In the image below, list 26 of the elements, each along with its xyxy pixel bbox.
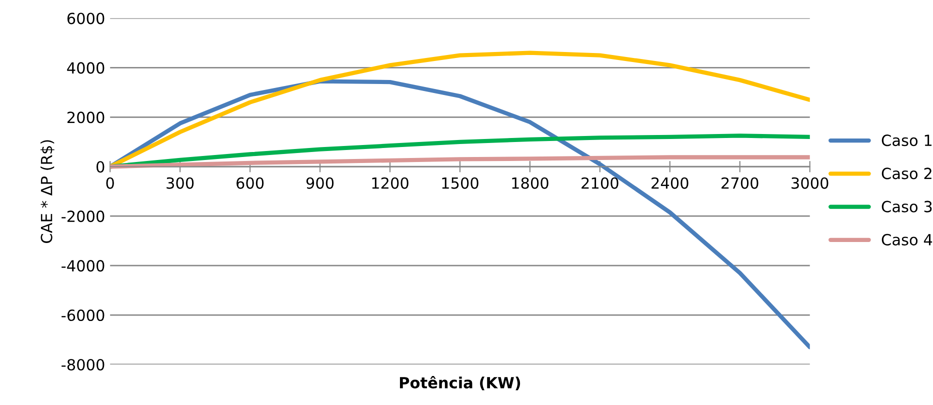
x-tick-label: 1800 <box>512 177 548 189</box>
y-tick-label: 4000 <box>67 62 104 74</box>
x-axis-title: Potência (KW) <box>400 376 520 390</box>
y-tick-label: -6000 <box>62 310 104 322</box>
y-tick-label: 0 <box>96 161 104 173</box>
legend-label: Caso 4 <box>882 234 932 246</box>
y-tick-label: -4000 <box>62 260 104 272</box>
x-tick-label: 1500 <box>442 177 478 189</box>
legend-label: Caso 1 <box>882 134 932 146</box>
y-tick-label: -8000 <box>62 358 104 371</box>
x-tick-label: 2700 <box>722 177 758 189</box>
y-tick-label: -2000 <box>62 210 104 222</box>
x-tick-label: 0 <box>106 177 114 189</box>
x-tick-label: 900 <box>306 177 334 189</box>
x-tick-label: 2100 <box>582 177 618 189</box>
y-tick-label: 2000 <box>67 112 104 124</box>
line-series <box>110 155 810 169</box>
legend-label: Caso 3 <box>882 200 932 212</box>
legend-label: Caso 2 <box>882 168 932 180</box>
x-tick-label: 3000 <box>792 177 828 189</box>
y-tick-label: 6000 <box>67 12 104 24</box>
x-tick-label: 600 <box>236 177 264 189</box>
x-tick-label: 1200 <box>372 177 408 189</box>
x-tick-label: 2400 <box>652 177 688 189</box>
x-tick-label: 300 <box>166 177 194 189</box>
y-axis-title: CAE * ΔP (R$) <box>40 140 54 243</box>
